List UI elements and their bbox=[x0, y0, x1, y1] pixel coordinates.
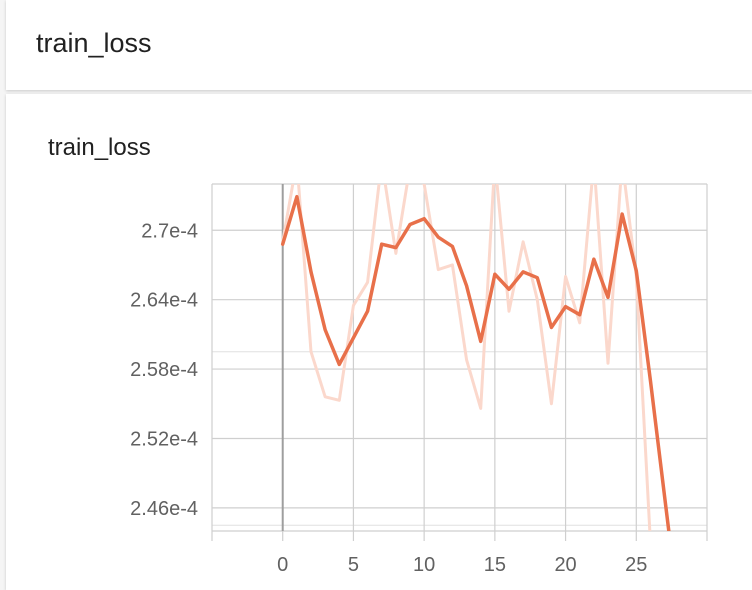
y-tick-label: 2.46e-4 bbox=[130, 498, 198, 520]
grid-minor bbox=[212, 351, 707, 526]
y-tick-label: 2.58e-4 bbox=[130, 359, 198, 381]
x-tick-label: 15 bbox=[484, 554, 506, 576]
x-tick-label: 25 bbox=[625, 554, 647, 576]
raw-series-line bbox=[281, 184, 652, 531]
y-tick-label: 2.52e-4 bbox=[130, 428, 198, 450]
x-tick-label: 0 bbox=[277, 554, 288, 576]
y-tick-label: 2.7e-4 bbox=[141, 220, 198, 242]
x-tick-label: 5 bbox=[348, 554, 359, 576]
x-tick-label: 10 bbox=[413, 554, 435, 576]
chart-title: train_loss bbox=[48, 134, 151, 161]
tick-labels: 0 5 10 15 20 25 2.46e-4 2.52e-4 2.58e-4 2.64e-4 2.… bbox=[130, 220, 647, 576]
header-bar: train_loss bbox=[6, 0, 752, 90]
x-tick-label: 20 bbox=[554, 554, 576, 576]
smoothed-series-line bbox=[280, 194, 671, 531]
plot-area bbox=[280, 184, 671, 531]
y-tick-label: 2.64e-4 bbox=[130, 290, 198, 312]
grid-major bbox=[211, 183, 708, 532]
header-title: train_loss bbox=[36, 28, 152, 58]
